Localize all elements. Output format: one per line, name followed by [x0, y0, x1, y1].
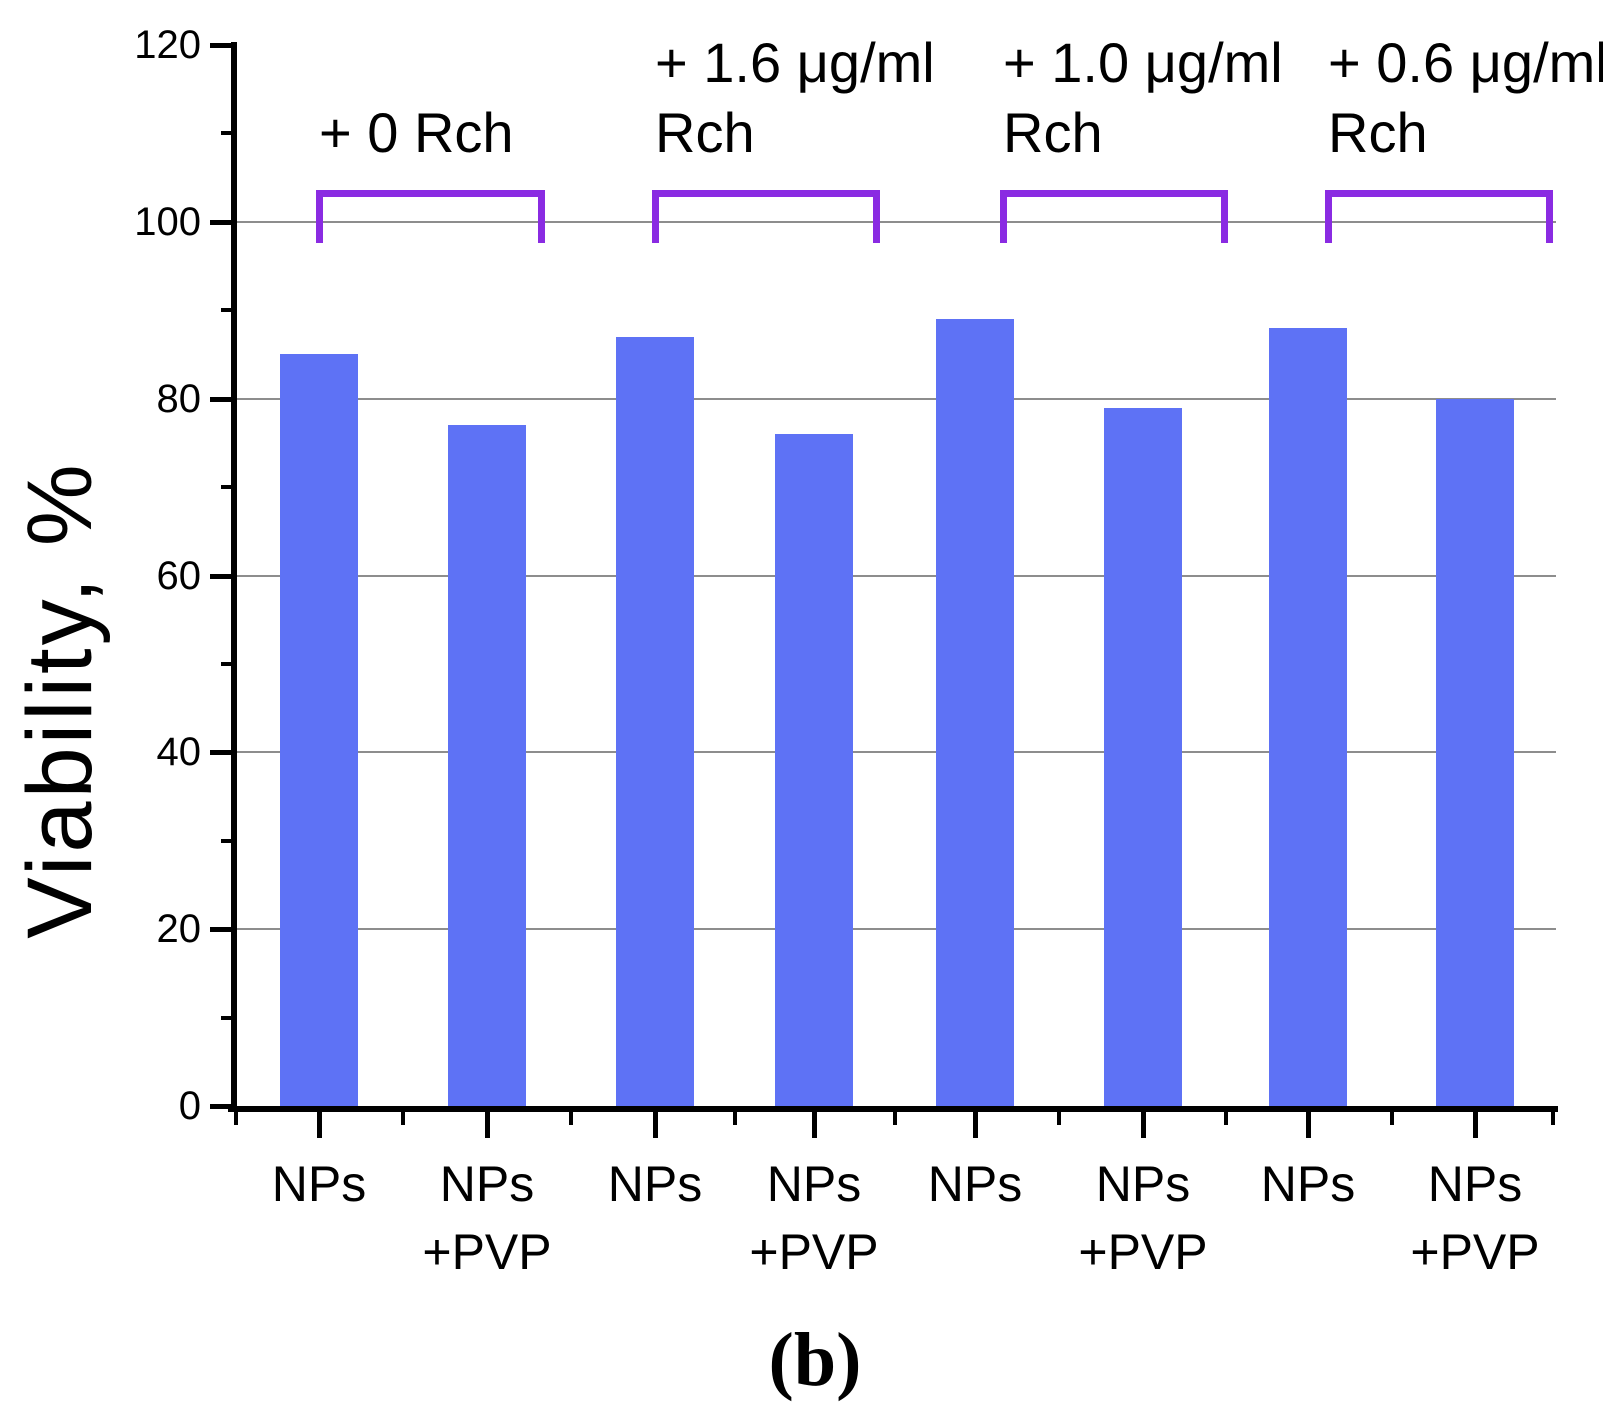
x-axis-minor-tick-8 [1551, 1112, 1555, 1125]
x-axis-tick-bar3 [653, 1112, 658, 1138]
x-axis-minor-tick-0 [234, 1112, 238, 1125]
x-axis-minor-tick-6 [1223, 1112, 1228, 1125]
y-axis-tick-60 [210, 573, 231, 579]
group-annotation-1: + 0 Rch [319, 101, 514, 164]
y-axis-tick-40 [210, 750, 231, 756]
x-axis-minor-tick-2 [569, 1112, 573, 1125]
y-axis-tick-100 [210, 219, 231, 225]
x-axis-minor-tick-1 [401, 1112, 405, 1125]
group-annotation-2: + 1.6 μg/ml Rch [655, 31, 935, 164]
viability-bar-4 [775, 434, 853, 1106]
x-axis-tick-bar2 [485, 1112, 490, 1138]
x-axis-line [228, 1106, 1558, 1112]
viability-bar-7 [1269, 327, 1347, 1106]
y-axis-tick-label-80: 80 [156, 376, 202, 421]
group-annotation-4: + 0.6 μg/ml Rch [1328, 31, 1603, 164]
y-axis-tick-label-0: 0 [178, 1084, 201, 1128]
y-axis-minor-tick-10 [221, 1015, 231, 1020]
gridline-y80 [237, 397, 1556, 400]
x-axis-tick-label-8: NPs +PVP [1410, 1156, 1540, 1280]
y-axis-minor-tick-70 [221, 485, 231, 490]
y-axis-line [231, 42, 237, 1112]
viability-bar-2 [448, 425, 526, 1106]
figure-caption: (b) [768, 1318, 862, 1402]
x-axis-tick-bar4 [812, 1112, 817, 1138]
gridline-y100 [237, 220, 1556, 223]
viability-bar-1 [280, 354, 358, 1106]
viability-bar-3 [616, 336, 694, 1106]
x-axis-minor-tick-5 [1057, 1112, 1061, 1125]
x-axis-tick-label-4: NPs +PVP [749, 1156, 879, 1280]
x-axis-tick-label-2: NPs +PVP [422, 1156, 552, 1280]
y-axis-tick-20 [210, 927, 231, 933]
x-axis-tick-label-1: NPs [271, 1156, 367, 1212]
x-axis-tick-bar5 [973, 1112, 978, 1138]
y-axis-tick-label-20: 20 [156, 907, 202, 952]
viability-bar-6 [1104, 407, 1182, 1106]
y-axis-minor-tick-30 [221, 838, 231, 843]
y-axis-minor-tick-90 [221, 308, 231, 313]
x-axis-tick-label-6: NPs +PVP [1078, 1156, 1208, 1280]
group-bracket-3 [1000, 190, 1228, 243]
x-axis-tick-bar6 [1141, 1112, 1146, 1138]
gridline-y40 [237, 751, 1556, 754]
group-bracket-2 [652, 190, 880, 243]
x-axis-tick-bar7 [1306, 1112, 1311, 1138]
viability-bar-5 [936, 319, 1014, 1106]
y-axis-minor-tick-110 [221, 131, 231, 136]
gridline-y60 [237, 574, 1556, 577]
group-bracket-1 [316, 190, 545, 243]
x-axis-tick-bar1 [317, 1112, 322, 1138]
x-axis-minor-tick-3 [732, 1112, 737, 1125]
x-axis-tick-label-5: NPs [927, 1156, 1023, 1212]
y-axis-tick-label-60: 60 [156, 553, 202, 598]
x-axis-tick-label-3: NPs [607, 1156, 703, 1212]
y-axis-tick-label-120: 120 [134, 23, 201, 67]
y-axis-tick-0 [210, 1104, 231, 1109]
gridline-y20 [237, 928, 1556, 931]
y-axis-tick-label-40: 40 [156, 730, 202, 775]
y-axis-tick-120 [210, 43, 231, 48]
x-axis-minor-tick-4 [892, 1112, 897, 1125]
x-axis-minor-tick-7 [1389, 1112, 1394, 1125]
y-axis-tick-label-100: 100 [134, 199, 201, 244]
group-annotation-3: + 1.0 μg/ml Rch [1003, 31, 1283, 164]
x-axis-tick-bar8 [1473, 1112, 1478, 1138]
x-axis-tick-label-7: NPs [1260, 1156, 1356, 1212]
viability-bar-8 [1436, 398, 1514, 1106]
y-axis-tick-80 [210, 396, 231, 402]
y-axis-minor-tick-50 [221, 661, 231, 666]
group-bracket-4 [1325, 190, 1553, 243]
